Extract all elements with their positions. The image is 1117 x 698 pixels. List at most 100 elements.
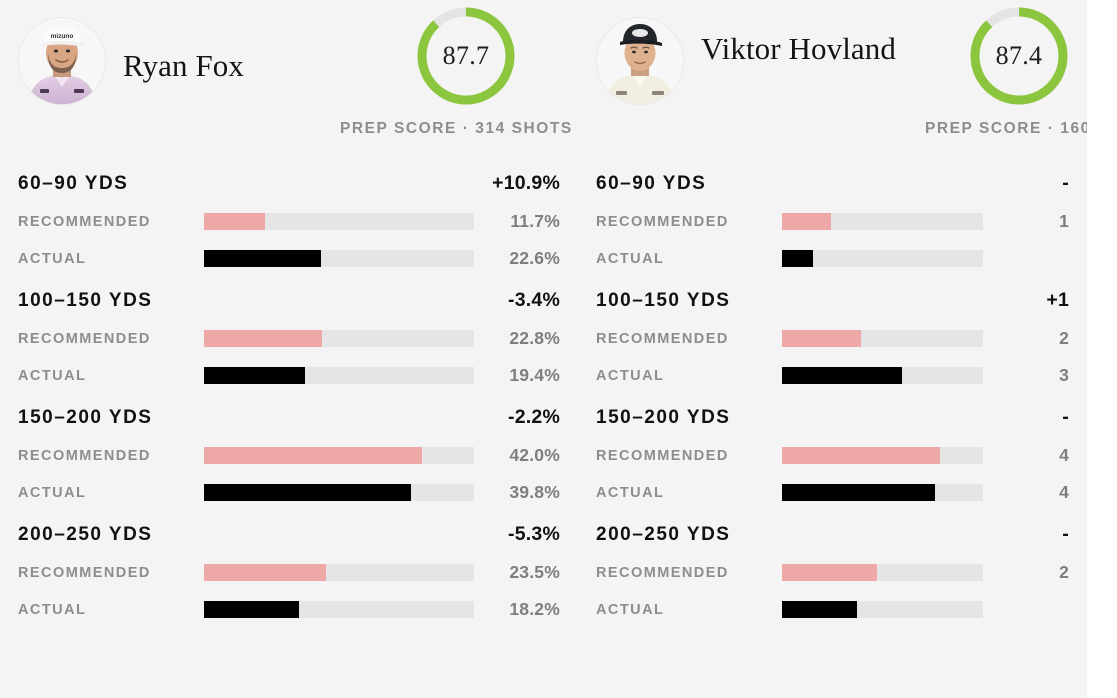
actual-row: ACTUAL 22.6%	[18, 240, 560, 277]
distance-bucket: 200–250 YDS -5.3% RECOMMENDED 23.5% ACTU…	[0, 511, 578, 628]
actual-row: ACTUAL	[596, 591, 1069, 628]
distance-bucket: 100–150 YDS -3.4% RECOMMENDED 22.8% ACTU…	[0, 277, 578, 394]
recommended-fill	[782, 564, 877, 581]
bucket-header: 100–150 YDS -3.4%	[18, 277, 560, 320]
actual-label: ACTUAL	[18, 250, 87, 267]
recommended-row: RECOMMENDED 1	[596, 203, 1069, 240]
recommended-row: RECOMMENDED 23.5%	[18, 554, 560, 591]
bucket-header: 200–250 YDS -5.3%	[18, 511, 560, 554]
recommended-fill	[204, 213, 265, 230]
bucket-title: 200–250 YDS	[596, 524, 731, 545]
recommended-track	[782, 213, 983, 230]
bucket-delta: -5.3%	[508, 523, 560, 545]
recommended-row: RECOMMENDED 42.0%	[18, 437, 560, 474]
recommended-track	[204, 330, 474, 347]
recommended-label: RECOMMENDED	[596, 447, 729, 464]
recommended-label: RECOMMENDED	[18, 447, 151, 464]
actual-track	[204, 367, 474, 384]
prep-score-donut: 87.4	[965, 2, 1073, 110]
recommended-track	[204, 213, 474, 230]
actual-value: 3	[1059, 365, 1069, 385]
actual-label: ACTUAL	[596, 250, 665, 267]
actual-fill	[204, 250, 322, 267]
distance-bucket: 60–90 YDS +10.9% RECOMMENDED 11.7% ACTUA…	[0, 160, 578, 277]
recommended-label: RECOMMENDED	[18, 213, 151, 230]
recommended-fill	[204, 330, 323, 347]
bucket-delta: -2.2%	[508, 406, 560, 428]
recommended-row: RECOMMENDED 4	[596, 437, 1069, 474]
recommended-fill	[204, 447, 423, 464]
bucket-header: 150–200 YDS -2.2%	[18, 394, 560, 437]
actual-value: 19.4%	[509, 365, 560, 385]
recommended-value: 2	[1059, 328, 1069, 348]
recommended-track	[204, 447, 474, 464]
prep-score-caption: PREP SCORE · 160 SHOTS	[925, 120, 1087, 137]
player-card-ryan-fox[interactable]: mizuno Ryan Fox 87.7 PREP SCORE · 314 SH…	[0, 0, 578, 698]
recommended-fill	[782, 447, 941, 464]
actual-row: ACTUAL 18.2%	[18, 591, 560, 628]
actual-row: ACTUAL 3	[596, 357, 1069, 394]
recommended-value: 22.8%	[509, 328, 560, 348]
viktor-hovland-avatar	[596, 17, 684, 105]
actual-label: ACTUAL	[18, 484, 87, 501]
distance-bucket: 150–200 YDS -2.2% RECOMMENDED 42.0% ACTU…	[0, 394, 578, 511]
recommended-label: RECOMMENDED	[596, 213, 729, 230]
bucket-header: 60–90 YDS -	[596, 160, 1069, 203]
recommended-fill	[782, 213, 832, 230]
bucket-delta: -	[1062, 406, 1069, 428]
prep-score-caption: PREP SCORE · 314 SHOTS	[340, 120, 573, 137]
player-identity: mizuno Ryan Fox	[0, 0, 578, 105]
actual-value: 18.2%	[509, 599, 560, 619]
recommended-value: 4	[1059, 445, 1069, 465]
actual-track	[204, 484, 474, 501]
distance-bucket: 60–90 YDS - RECOMMENDED 1 ACTUAL	[578, 160, 1087, 277]
recommended-label: RECOMMENDED	[18, 564, 151, 581]
bucket-title: 150–200 YDS	[596, 407, 731, 428]
actual-track	[782, 601, 983, 618]
actual-fill	[782, 484, 935, 501]
player-name: Ryan Fox	[123, 48, 244, 83]
actual-track	[204, 601, 474, 618]
player-card-viktor-hovland[interactable]: Viktor Hovland 87.4 PREP SCORE · 160 SHO…	[578, 0, 1087, 698]
recommended-value: 11.7%	[510, 211, 560, 231]
actual-fill	[782, 250, 813, 267]
distance-buckets: 60–90 YDS - RECOMMENDED 1 ACTUAL	[578, 160, 1087, 628]
actual-track	[782, 484, 983, 501]
recommended-label: RECOMMENDED	[596, 330, 729, 347]
distance-buckets: 60–90 YDS +10.9% RECOMMENDED 11.7% ACTUA…	[0, 160, 578, 628]
recommended-row: RECOMMENDED 2	[596, 320, 1069, 357]
player-name: Viktor Hovland	[701, 31, 896, 66]
actual-label: ACTUAL	[596, 367, 665, 384]
recommended-value: 23.5%	[509, 562, 560, 582]
prep-score-value: 87.7	[442, 41, 490, 70]
bucket-header: 60–90 YDS +10.9%	[18, 160, 560, 203]
actual-row: ACTUAL 4	[596, 474, 1069, 511]
prep-score-donut: 87.7	[412, 2, 520, 110]
distance-bucket: 200–250 YDS - RECOMMENDED 2 ACTUAL	[578, 511, 1087, 628]
bucket-title: 200–250 YDS	[18, 524, 153, 545]
actual-value: 39.8%	[509, 482, 560, 502]
recommended-track	[782, 330, 983, 347]
bucket-delta: -	[1062, 523, 1069, 545]
actual-row: ACTUAL 19.4%	[18, 357, 560, 394]
player-identity: Viktor Hovland	[578, 0, 1087, 105]
bucket-title: 150–200 YDS	[18, 407, 153, 428]
recommended-fill	[204, 564, 327, 581]
actual-label: ACTUAL	[596, 601, 665, 618]
recommended-label: RECOMMENDED	[18, 330, 151, 347]
bucket-header: 100–150 YDS +1	[596, 277, 1069, 320]
ryan-fox-avatar: mizuno	[18, 17, 106, 105]
actual-label: ACTUAL	[18, 601, 87, 618]
actual-value: 4	[1059, 482, 1069, 502]
bucket-title: 100–150 YDS	[596, 290, 731, 311]
actual-track	[204, 250, 474, 267]
actual-fill	[782, 367, 902, 384]
distance-bucket: 100–150 YDS +1 RECOMMENDED 2 ACTUAL 3	[578, 277, 1087, 394]
bucket-delta: -3.4%	[508, 289, 560, 311]
recommended-row: RECOMMENDED 2	[596, 554, 1069, 591]
recommended-value: 2	[1059, 562, 1069, 582]
recommended-track	[782, 447, 983, 464]
actual-fill	[204, 367, 305, 384]
svg-text:mizuno: mizuno	[51, 33, 74, 40]
